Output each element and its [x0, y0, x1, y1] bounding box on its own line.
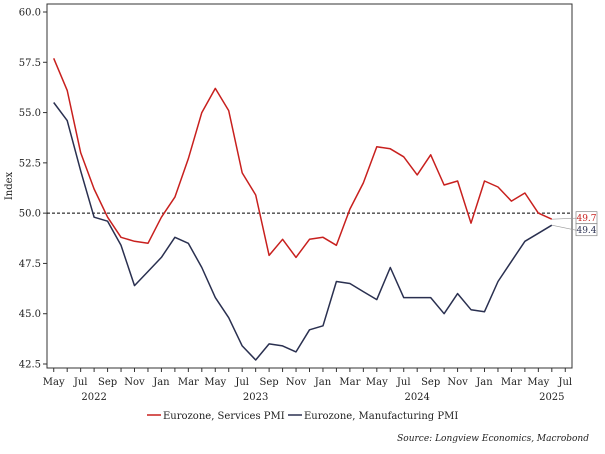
x-month-label: May: [366, 377, 388, 388]
x-month-label: Mar: [178, 377, 199, 388]
plot-frame: [46, 3, 573, 369]
x-year-label: 2022: [81, 392, 106, 403]
series-line-services: [53, 58, 553, 259]
x-month-label: Mar: [339, 377, 360, 388]
y-tick-label: 52.5: [19, 158, 41, 169]
series-layer: [53, 58, 553, 361]
y-tick-label: 60.0: [19, 8, 41, 19]
x-month-label: May: [204, 377, 226, 388]
legend-label-services: Eurozone, Services PMI: [163, 411, 285, 422]
x-month-label: Nov: [447, 377, 468, 388]
source-note: Source: Longview Economics, Macrobond: [397, 434, 589, 444]
y-tick-label: 57.5: [19, 58, 41, 69]
end-label-box-manufacturing: [575, 223, 598, 237]
end-label-leader-services: [551, 217, 577, 220]
legend: Eurozone, Services PMI Eurozone, Manufac…: [147, 411, 458, 422]
x-month-label: Nov: [124, 377, 145, 388]
x-month-label: Jul: [557, 377, 572, 388]
x-month-label: Mar: [501, 377, 522, 388]
x-month-label: Jan: [152, 377, 170, 388]
x-year-label: 2025: [539, 392, 564, 403]
x-month-label: Sep: [260, 377, 279, 388]
x-year-label: 2024: [404, 392, 429, 403]
x-month-label: Jul: [234, 377, 249, 388]
x-axis: May Jul Sep Nov Jan Mar May Jul Sep Nov Jan Mar May J…: [43, 368, 572, 403]
end-label-manufacturing: 49.4: [576, 226, 596, 236]
x-year-label: 2023: [243, 392, 268, 403]
y-tick-label: 55.0: [19, 108, 41, 119]
x-month-label: Jul: [73, 377, 88, 388]
x-month-label: Sep: [421, 377, 440, 388]
x-month-label: May: [527, 377, 549, 388]
series-line-manufacturing: [53, 102, 553, 361]
x-month-label: Sep: [98, 377, 117, 388]
x-month-label: May: [43, 377, 65, 388]
x-month-label: Nov: [286, 377, 307, 388]
y-tick-label: 47.5: [19, 259, 41, 270]
end-labels: 49.7 49.4: [551, 211, 598, 237]
legend-label-manufacturing: Eurozone, Manufacturing PMI: [304, 411, 458, 422]
x-month-label: Jan: [475, 377, 493, 388]
x-month-label: Jul: [396, 377, 411, 388]
x-month-label: Jan: [314, 377, 332, 388]
end-label-services: 49.7: [576, 214, 596, 224]
end-label-leader-manufacturing: [551, 224, 577, 231]
y-axis-label: Index: [4, 171, 15, 200]
y-axis: 60.0 57.5 55.0 52.5 50.0 47.5 45.0 42.5: [19, 8, 47, 371]
y-tick-label: 45.0: [19, 309, 41, 320]
y-tick-label: 42.5: [19, 360, 41, 371]
y-tick-label: 50.0: [19, 209, 41, 220]
